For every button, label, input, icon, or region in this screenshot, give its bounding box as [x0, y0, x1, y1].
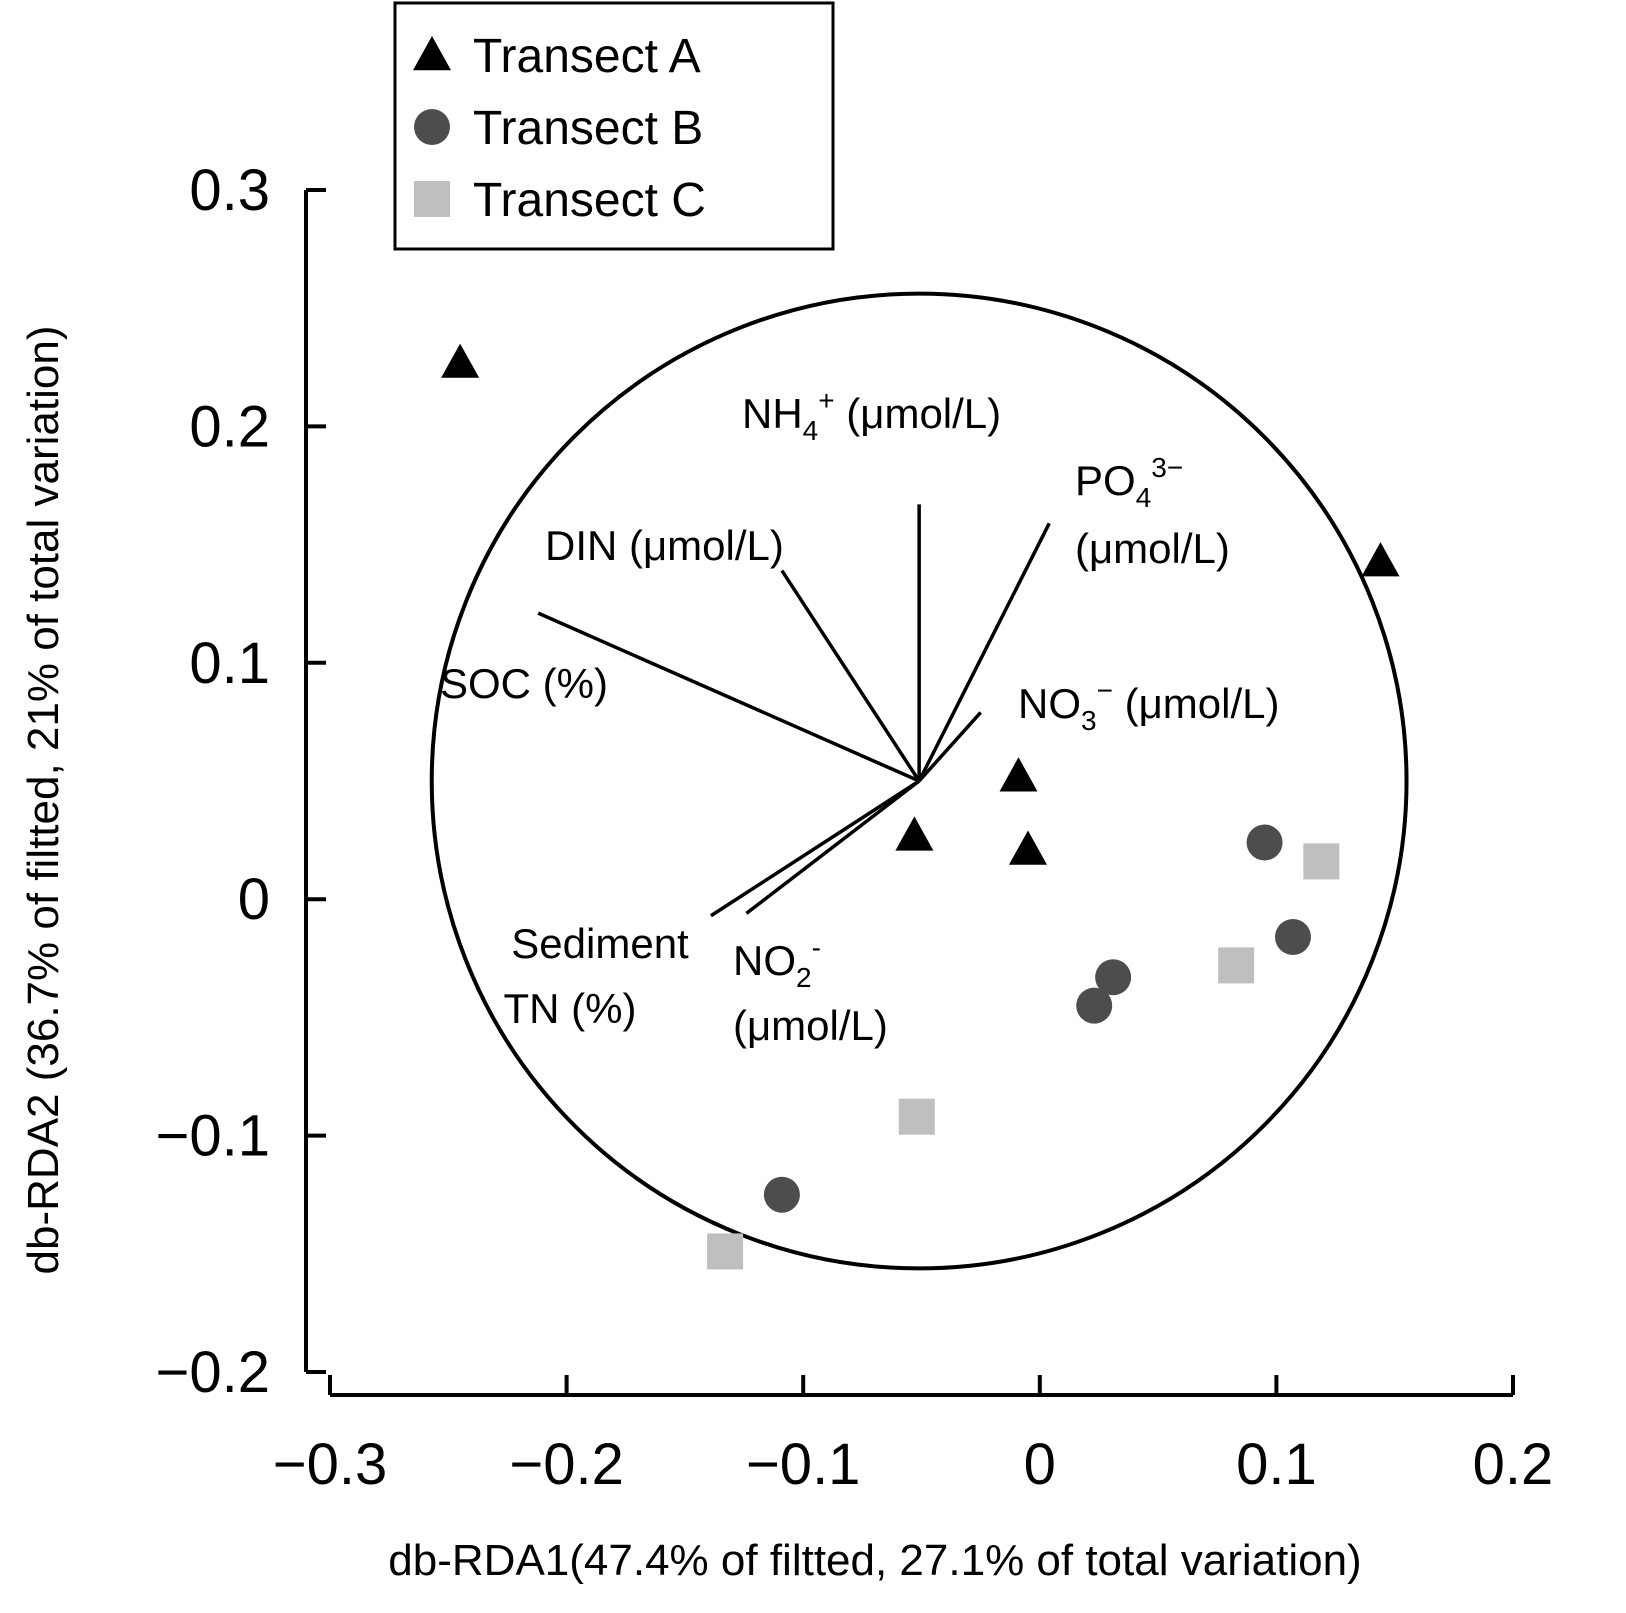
- y-tick-label: 0: [238, 867, 270, 932]
- y-axis-ticks: −0.2 −0.1 0 0.1 0.2 0.3: [156, 158, 326, 1405]
- y-tick-label: 0.2: [189, 394, 270, 459]
- vector-label-no2: NO2-: [733, 932, 821, 993]
- point-square-0: [1303, 843, 1340, 880]
- x-axis-title: db-RDA1(47.4% of filtted, 27.1% of total…: [388, 1536, 1361, 1585]
- legend-label: Transect C: [473, 174, 706, 227]
- point-triangle-1: [1361, 542, 1400, 577]
- legend: Transect A Transect B Transect C: [393, 1, 835, 251]
- vector-label-po4: PO43−: [1075, 452, 1183, 513]
- y-axis-title: db-RDA2 (36.7% of filtted, 21% of total …: [19, 326, 68, 1275]
- environmental-vectors: [537, 504, 1051, 918]
- legend-marker-square: [414, 181, 450, 217]
- x-tick-label: −0.3: [273, 1432, 388, 1497]
- point-circle-4: [763, 1176, 800, 1213]
- y-tick-label: −0.2: [156, 1340, 271, 1405]
- vector-tn: [709, 779, 921, 918]
- x-tick-label: −0.2: [509, 1432, 624, 1497]
- vector-po4: [917, 522, 1051, 782]
- point-square-1: [1218, 947, 1255, 984]
- point-square-2: [898, 1098, 935, 1135]
- legend-items: Transect A Transect B Transect C: [413, 30, 706, 227]
- point-triangle-0: [441, 343, 480, 378]
- x-tick-label: 0: [1024, 1432, 1056, 1497]
- vector-no2: [745, 779, 921, 915]
- point-triangle-4: [895, 816, 934, 851]
- legend-marker-triangle: [413, 36, 451, 71]
- vector-label-soc: SOC (%): [440, 660, 608, 707]
- x-tick-label: 0.1: [1236, 1432, 1317, 1497]
- point-triangle-3: [1008, 830, 1047, 865]
- correlation-circle: [429, 291, 1409, 1271]
- axes: −0.2−0.100.10.20.3 −0.3 −0.2 −0.1 0 0.1 0.2: [156, 158, 1554, 1497]
- legend-label: Transect B: [473, 102, 703, 155]
- vector-label-nh4: NH4+ (μmol/L): [742, 385, 1001, 446]
- vector-label-din: DIN (μmol/L): [545, 522, 784, 569]
- legend-box: [393, 1, 835, 251]
- vector-label-no3: NO3− (μmol/L): [1018, 675, 1279, 736]
- vector-label-tn-line2: TN (%): [504, 985, 637, 1032]
- vector-din: [780, 569, 921, 782]
- vector-label-po4-line2: (μmol/L): [1075, 525, 1230, 572]
- point-circle-3: [1076, 987, 1113, 1024]
- vector-label-no2-line2: (μmol/L): [733, 1002, 888, 1049]
- vector-no3: [917, 711, 982, 783]
- y-tick-label: 0.1: [189, 631, 270, 696]
- point-circle-1: [1274, 919, 1311, 956]
- vector-label-tn: Sediment: [511, 920, 689, 967]
- sample-points: [441, 343, 1400, 1270]
- legend-marker-circle: [414, 109, 450, 145]
- x-tick-label: −0.1: [746, 1432, 861, 1497]
- x-tick-label: 0.2: [1473, 1432, 1554, 1497]
- y-tick-label: 0.3: [189, 158, 270, 223]
- point-square-3: [707, 1233, 744, 1270]
- vector-soc: [537, 611, 920, 783]
- point-circle-2: [1095, 959, 1132, 996]
- point-triangle-2: [999, 757, 1038, 792]
- point-circle-0: [1246, 824, 1283, 861]
- x-axis-ticks: −0.3 −0.2 −0.1 0 0.1 0.2: [273, 1375, 1554, 1497]
- vector-labels: NH4+ (μmol/L) PO43− (μmol/L) DIN (μmol/L) SO…: [440, 385, 1279, 1049]
- y-tick-label: −0.1: [156, 1104, 271, 1169]
- legend-label: Transect A: [473, 30, 701, 83]
